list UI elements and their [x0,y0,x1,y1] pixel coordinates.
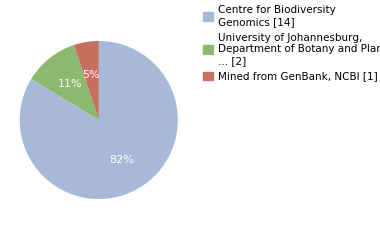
Wedge shape [74,41,99,120]
Text: 82%: 82% [109,155,134,165]
Text: 11%: 11% [58,79,82,89]
Text: 5%: 5% [83,70,100,80]
Legend: Centre for Biodiversity
Genomics [14], University of Johannesburg,
Department of: Centre for Biodiversity Genomics [14], U… [203,5,380,81]
Wedge shape [31,45,99,120]
Wedge shape [20,41,178,199]
